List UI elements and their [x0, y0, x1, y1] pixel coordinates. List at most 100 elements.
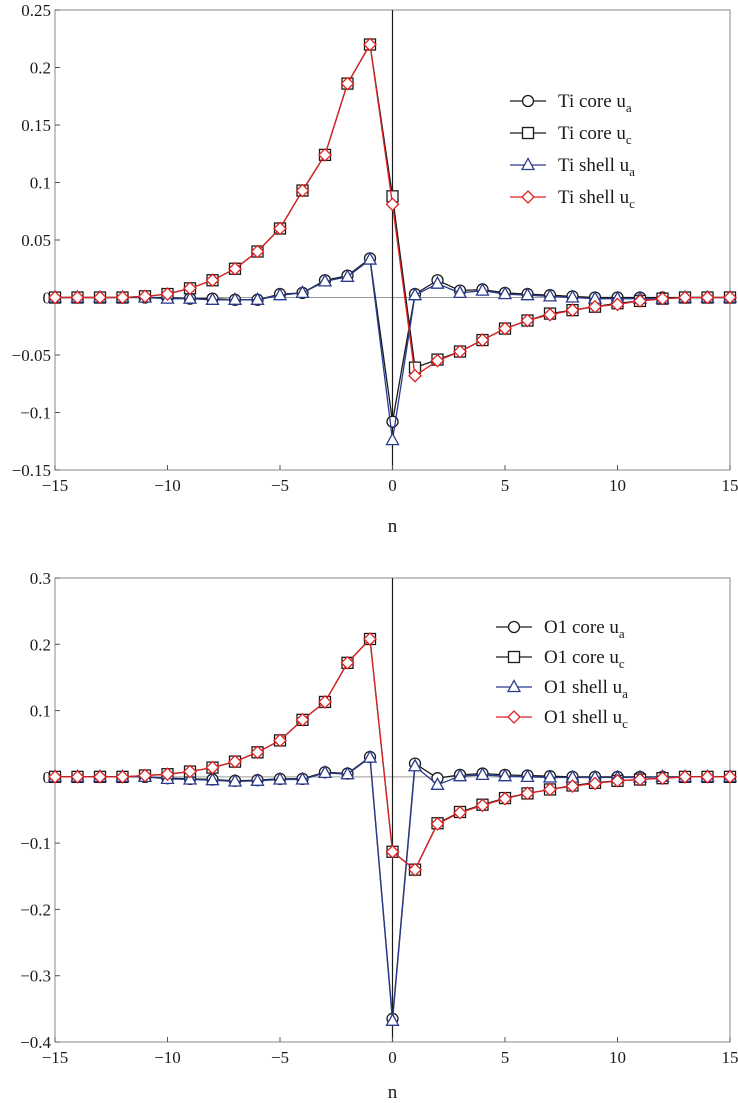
x-axis-label: n	[388, 1082, 398, 1103]
data-point	[520, 287, 535, 301]
data-point	[205, 772, 220, 786]
data-point	[452, 768, 468, 782]
legend-subscript: c	[622, 716, 628, 731]
series-diamond	[48, 632, 737, 877]
data-point	[520, 786, 535, 801]
chart-panel-2: −0.4 −0.3 −0.2 −0.1 0 0.1 0.2 0.3 −15 −10 −5 0 5 10 15…	[20, 569, 738, 1103]
legend-entry: O1 shell uc	[544, 707, 628, 731]
data-point	[498, 321, 512, 336]
data-point	[228, 261, 242, 276]
data-point	[295, 771, 310, 785]
legend-subscript: a	[619, 626, 625, 641]
data-point	[385, 197, 400, 212]
data-point	[228, 754, 242, 769]
data-point	[362, 749, 378, 763]
data-point	[475, 767, 490, 781]
x-tick-label: 10	[609, 476, 626, 495]
x-tick-label: −5	[271, 476, 289, 495]
legend-subscript: a	[629, 164, 635, 179]
legend-subscript: a	[626, 100, 632, 115]
data-point	[385, 844, 400, 859]
data-point	[700, 769, 715, 784]
data-point	[407, 758, 423, 772]
legend-marker-circle	[521, 94, 535, 108]
y-tick-label: 0	[43, 289, 52, 308]
data-point	[542, 769, 558, 783]
data-point	[497, 768, 513, 782]
data-point	[385, 1012, 400, 1026]
data-point	[430, 776, 445, 790]
data-point	[430, 817, 445, 831]
data-point	[363, 37, 377, 52]
y-tick-label: 0.1	[30, 174, 51, 193]
data-point	[565, 289, 580, 303]
legend: O1 core ua O1 core uc O1 shell ua O1 shell …	[496, 617, 628, 731]
y-tick-label: 0.2	[30, 59, 51, 78]
data-point	[453, 805, 467, 820]
data-point	[340, 268, 355, 282]
data-point	[385, 432, 400, 446]
data-point	[48, 290, 62, 305]
data-point	[205, 291, 220, 305]
data-point	[475, 333, 490, 347]
data-point	[453, 344, 467, 359]
data-point	[543, 307, 557, 322]
data-point	[93, 290, 107, 305]
data-point	[115, 769, 130, 784]
data-point	[115, 290, 130, 305]
legend-marker-triangle	[506, 679, 522, 693]
y-tick-label: −0.1	[20, 404, 51, 423]
legend-marker-diamond	[521, 190, 535, 204]
legend-entry: Ti core ua	[558, 91, 632, 115]
legend-marker-square	[507, 650, 521, 664]
data-point	[250, 244, 265, 259]
x-tick-label: 5	[501, 476, 510, 495]
data-point	[610, 297, 625, 312]
y-tick-label: −0.3	[20, 967, 51, 986]
x-tick-label: 5	[501, 1048, 510, 1067]
data-point	[565, 303, 580, 318]
data-point	[633, 294, 647, 308]
data-point	[498, 791, 512, 806]
data-point	[588, 299, 602, 314]
x-tick-label: 15	[722, 476, 738, 495]
y-tick-label: 0.2	[30, 635, 51, 654]
legend-marker-diamond	[507, 710, 521, 724]
data-point	[520, 313, 535, 328]
data-point	[678, 769, 692, 784]
data-point	[542, 288, 558, 302]
x-tick-label: 0	[388, 476, 397, 495]
data-point	[475, 798, 490, 813]
data-point	[272, 771, 288, 785]
x-tick-label: −10	[154, 1048, 181, 1067]
legend-subscript: c	[626, 132, 632, 147]
x-tick-label: −10	[154, 476, 181, 495]
data-point	[295, 285, 310, 299]
data-point	[93, 769, 107, 784]
data-point	[340, 655, 355, 670]
data-point	[160, 767, 175, 782]
data-point	[633, 772, 647, 787]
y-tick-label: 0.05	[21, 231, 51, 250]
legend-subscript: c	[629, 196, 635, 211]
data-point	[520, 768, 535, 783]
data-point	[295, 183, 310, 198]
data-point	[250, 291, 265, 305]
y-tick-label: −0.15	[12, 461, 51, 480]
y-tick-label: −0.4	[20, 1033, 51, 1052]
data-point	[475, 282, 490, 296]
x-tick-label: −15	[42, 1048, 69, 1067]
data-point	[318, 147, 332, 162]
data-point	[588, 776, 602, 791]
data-point	[318, 695, 332, 709]
x-axis-label: n	[388, 516, 398, 537]
y-tick-label: 0.25	[21, 1, 51, 20]
data-point	[183, 764, 197, 779]
data-point	[678, 290, 692, 305]
legend-entry: O1 shell ua	[544, 677, 628, 701]
legend-subscript: a	[622, 686, 628, 701]
data-point	[497, 286, 513, 300]
data-point	[272, 287, 288, 301]
data-point	[250, 745, 265, 760]
